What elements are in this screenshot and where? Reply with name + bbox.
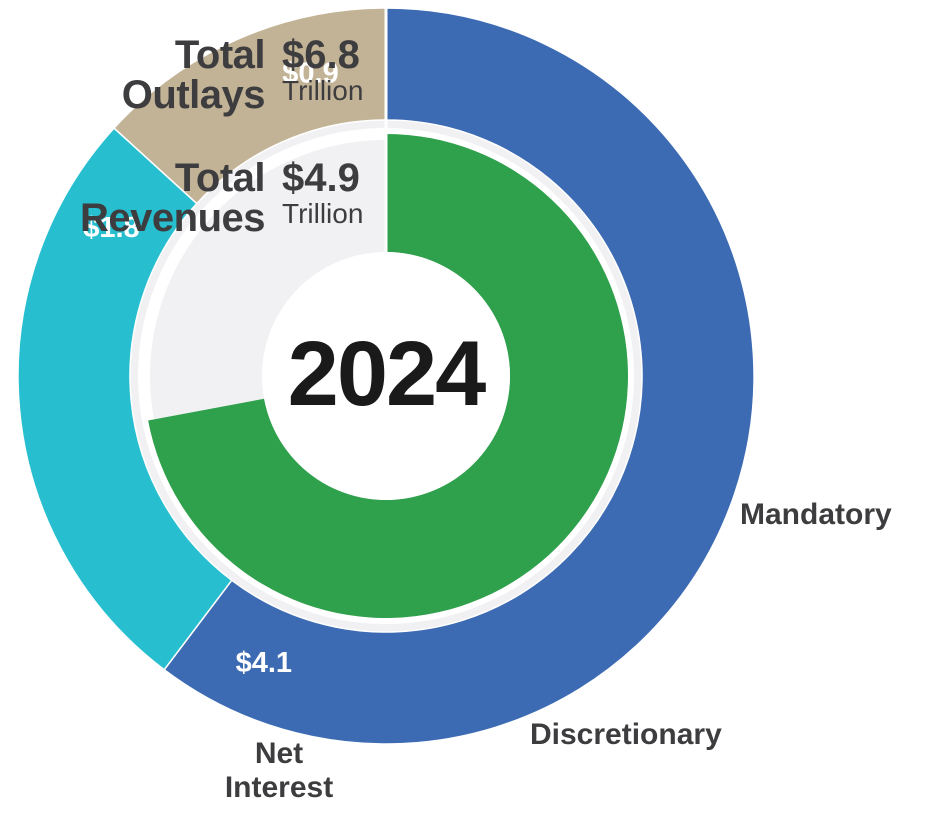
outlays-total: $6.8 Trillion <box>282 35 363 107</box>
value-label-mandatory: $4.1 <box>236 647 292 679</box>
mandatory-label: Mandatory <box>740 498 892 531</box>
outer-segment-discretionary <box>17 127 233 671</box>
revenues-title-line1: Total <box>174 156 266 200</box>
outer-segment-mandatory <box>163 7 755 745</box>
segment-value-labels: $4.1 $1.8 $0.9 <box>83 57 339 679</box>
outlays-total-unit: Trillion <box>282 75 364 106</box>
net-interest-label-line2: Interest <box>224 771 334 804</box>
revenues-total-unit: Trillion <box>282 198 364 229</box>
outlays-title: Total Outlays <box>121 33 266 117</box>
value-label-discretionary: $1.8 <box>83 212 139 244</box>
outer-ring-segments <box>17 7 755 745</box>
revenues-total: $4.9 Trillion <box>282 158 363 230</box>
net-interest-label-line1: Net <box>254 737 304 770</box>
outlays-total-value: $6.8 <box>282 33 360 77</box>
revenues-title-line2: Revenues <box>80 196 265 240</box>
year-label: 2024 <box>287 323 487 425</box>
discretionary-label: Discretionary <box>530 718 722 751</box>
revenue-arc <box>148 134 628 619</box>
outlays-title-line1: Total <box>174 33 266 77</box>
revenues-title: Total Revenues <box>80 158 265 238</box>
value-label-net-interest: $0.9 <box>282 57 338 89</box>
net-interest-label: Net Interest <box>214 737 344 805</box>
revenues-total-value: $4.9 <box>282 156 360 200</box>
outlays-title-line2: Outlays <box>121 73 266 117</box>
center-hole <box>262 252 510 500</box>
